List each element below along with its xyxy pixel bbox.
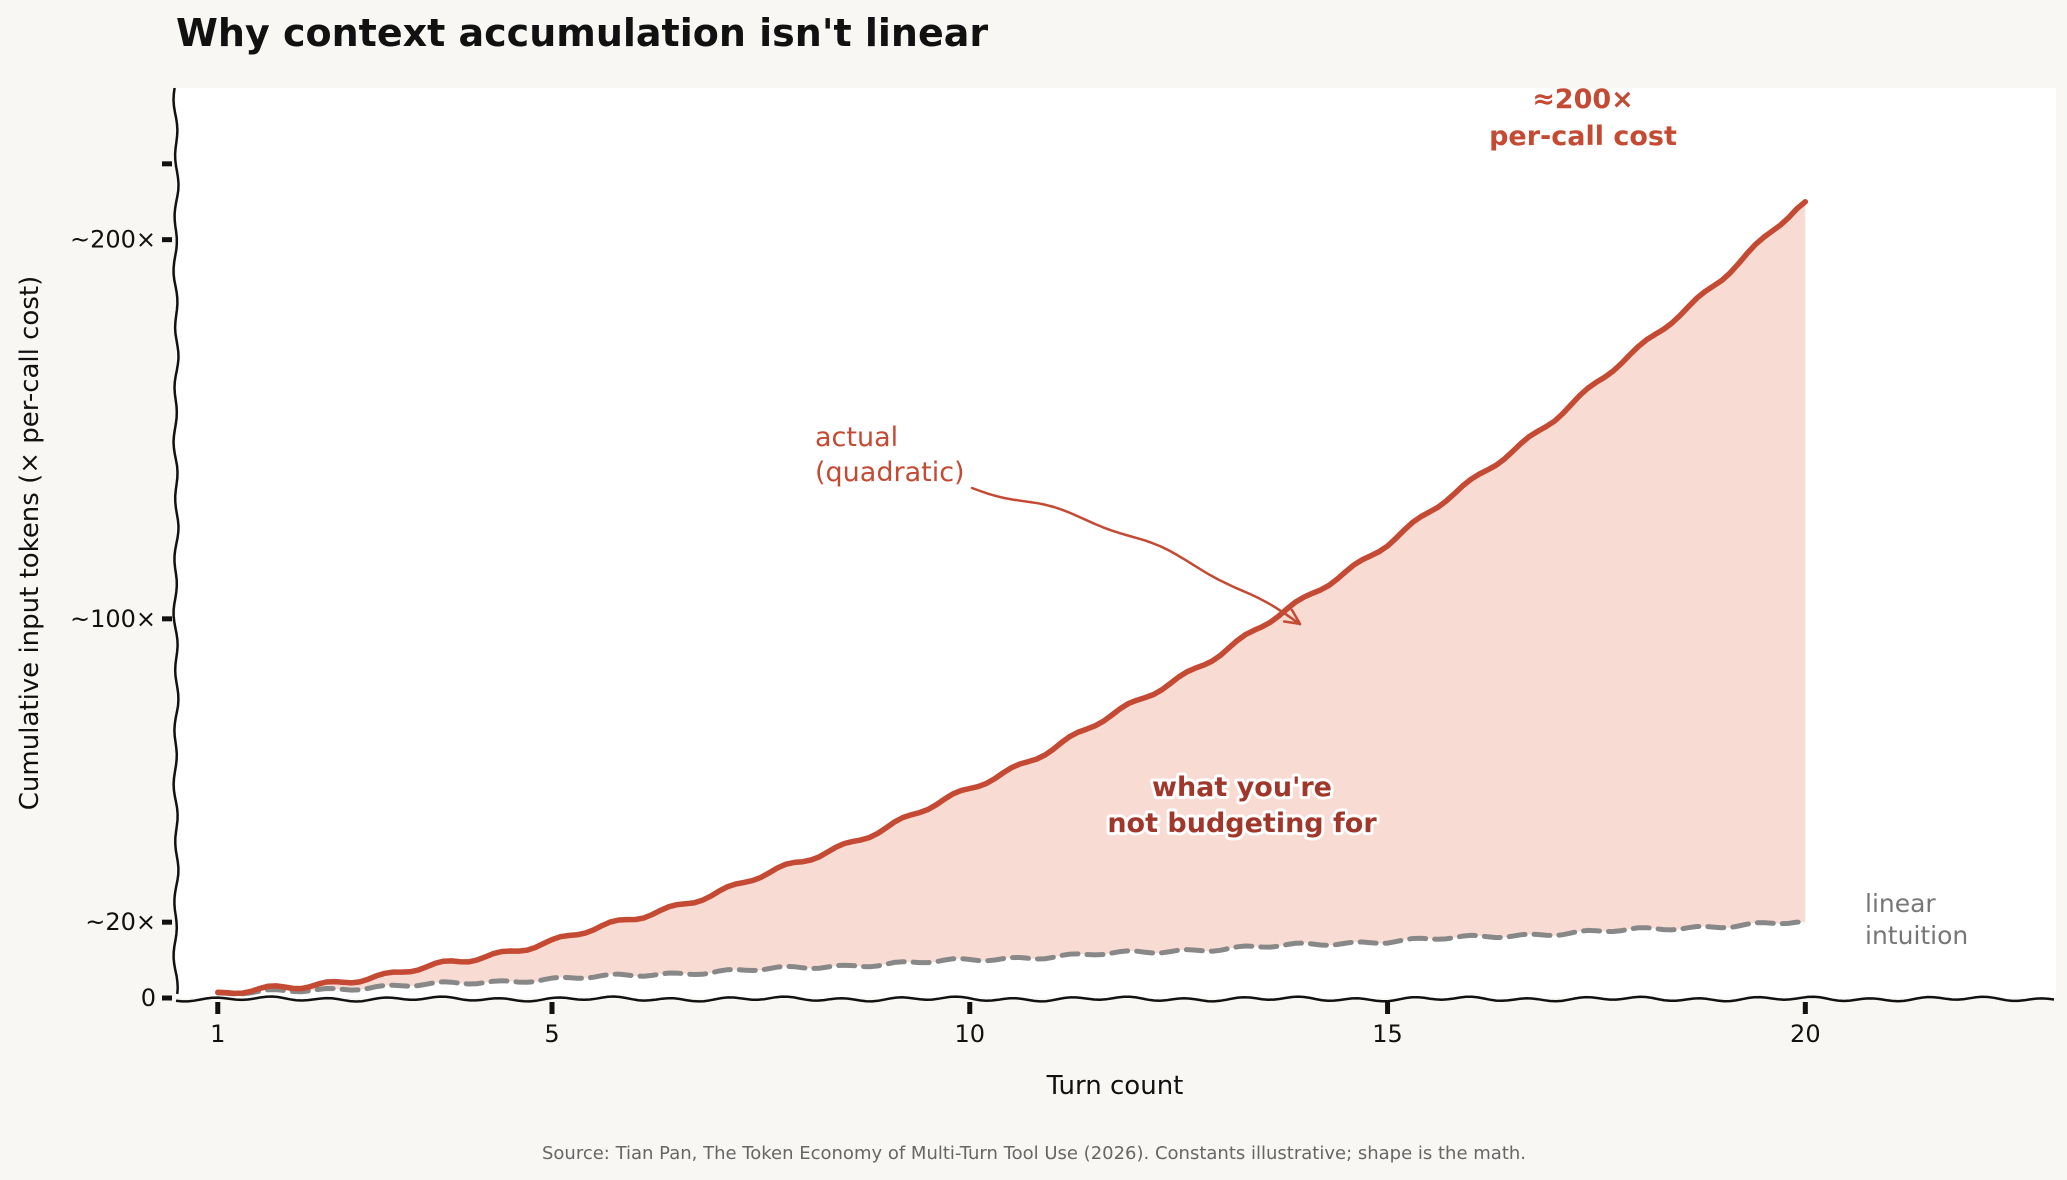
annotation-linear-line2: intuition bbox=[1865, 921, 1968, 950]
y-axis-label: Cumulative input tokens (× per-call cost… bbox=[15, 276, 45, 810]
x-axis-label: Turn count bbox=[1046, 1071, 1184, 1101]
annotation-gap-line2: not budgeting for bbox=[1107, 808, 1377, 839]
y-tick-label: ~100× bbox=[70, 605, 156, 633]
series-line-linear bbox=[215, 919, 1808, 997]
x-tick-label: 15 bbox=[1372, 1020, 1403, 1048]
y-tick-label: 0 bbox=[141, 984, 156, 1012]
annotation-linear-line1: linear bbox=[1865, 889, 1936, 918]
annotation-actual-arrow bbox=[970, 486, 1302, 626]
annotation-actual-line1: actual bbox=[815, 422, 898, 453]
x-tick-label: 10 bbox=[955, 1020, 986, 1048]
x-tick-label: 1 bbox=[210, 1020, 225, 1048]
y-ticks: 0 ~20× ~100× ~200× bbox=[70, 161, 172, 1012]
annotation-peak-line2: per-call cost bbox=[1489, 121, 1677, 152]
x-tick-label: 20 bbox=[1790, 1020, 1821, 1048]
source-note: Source: Tian Pan, The Token Economy of M… bbox=[542, 1143, 1526, 1164]
y-tick-label: ~200× bbox=[70, 226, 156, 254]
annotation-actual-line2: (quadratic) bbox=[815, 457, 965, 488]
y-axis-line bbox=[172, 87, 180, 995]
series-line-actual bbox=[215, 199, 1809, 997]
annotation-peak-line1: ≈200× bbox=[1532, 84, 1634, 115]
x-tick-label: 5 bbox=[544, 1020, 559, 1048]
x-ticks: 1 5 10 15 20 bbox=[210, 1002, 1821, 1048]
chart-title: Why context accumulation isn't linear bbox=[176, 11, 988, 55]
x-axis-line bbox=[175, 995, 2055, 1003]
gap-fill-layer bbox=[217, 201, 1806, 994]
annotation-gap-line1: what you're bbox=[1152, 772, 1332, 803]
y-tick-label: ~20× bbox=[85, 908, 156, 936]
gap-fill-area bbox=[217, 201, 1806, 994]
series-layer bbox=[215, 199, 1809, 997]
